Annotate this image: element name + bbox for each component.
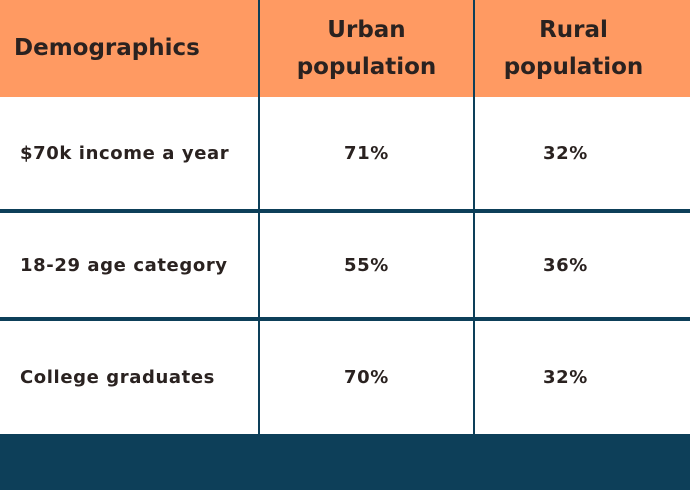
urban-value: 71% — [344, 143, 389, 164]
header-rural-population: Rural population — [503, 16, 644, 80]
rural-value: 32% — [543, 143, 588, 164]
row-divider — [0, 209, 690, 213]
row-label: College graduates — [20, 367, 215, 388]
table-row: $70k income a year 71% 32% — [0, 97, 690, 210]
row-divider — [0, 317, 690, 321]
urban-value: 70% — [344, 367, 389, 388]
column-divider — [473, 0, 475, 434]
header-demographics: Demographics — [14, 35, 200, 61]
table-row: College graduates 70% 32% — [0, 321, 690, 434]
table-header: Demographics Urban population Rural popu… — [0, 0, 690, 97]
row-label: $70k income a year — [20, 143, 230, 164]
table-row: 18-29 age category 55% 36% — [0, 213, 690, 318]
row-label: 18-29 age category — [20, 255, 228, 276]
column-divider — [258, 0, 260, 434]
urban-value: 55% — [344, 255, 389, 276]
header-urban-population: Urban population — [296, 16, 437, 80]
table-footer-bar — [0, 434, 690, 490]
rural-value: 32% — [543, 367, 588, 388]
rural-value: 36% — [543, 255, 588, 276]
